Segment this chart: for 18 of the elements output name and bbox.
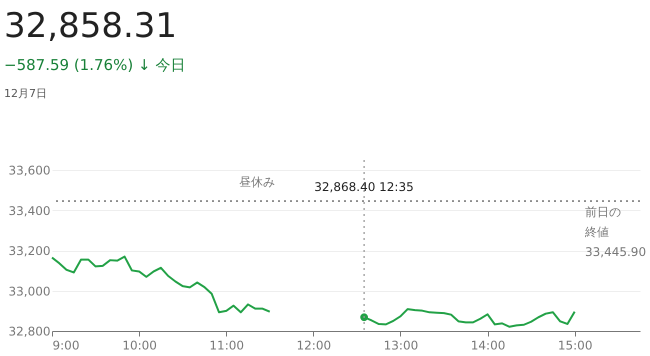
text: 12月7日 (4, 87, 47, 100)
y-tick-label: 33,200 (8, 244, 50, 258)
x-tick-label: 11:00 (209, 338, 244, 352)
x-tick-label: 12:00 (296, 338, 332, 352)
chart-title: 32,858.31 (4, 6, 178, 46)
x-tick-label: 10:00 (122, 338, 157, 352)
ref-line-label: 前日の終値 33,445.90 (584, 205, 646, 260)
annotation: 32,868.40 12:35 (314, 180, 414, 194)
x-tick-label: 9:00 (52, 338, 80, 352)
x-tick-label: 13:00 (384, 338, 418, 352)
y-tick-label: 33,600 (8, 164, 50, 178)
x-tick-label: 15:00 (558, 338, 592, 352)
x-tick-label: 14:00 (470, 338, 506, 352)
y-tick-label: 33,400 (8, 204, 50, 218)
annotation: 昼休み (239, 175, 275, 189)
chart-subtitle: −587.59 (1.76%) ↓ 今日 (4, 56, 186, 74)
y-tick-label: 32,800 (8, 324, 50, 338)
y-tick-label: 33,000 (8, 284, 50, 298)
